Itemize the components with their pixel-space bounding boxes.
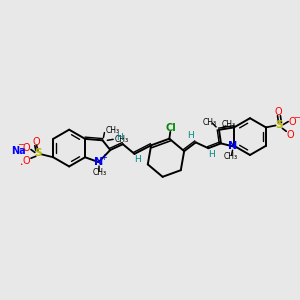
Text: S: S <box>276 121 283 130</box>
Text: −: − <box>17 140 24 149</box>
Text: CH₃: CH₃ <box>224 152 238 161</box>
Text: H: H <box>208 149 214 158</box>
Text: O: O <box>22 156 30 166</box>
Text: +: + <box>100 153 107 162</box>
Text: •: • <box>20 161 23 166</box>
Text: O: O <box>33 137 40 147</box>
Text: −: − <box>293 113 300 122</box>
Text: CH₃: CH₃ <box>115 135 129 144</box>
Text: CH₃: CH₃ <box>92 168 107 177</box>
Text: CH₃: CH₃ <box>222 121 236 130</box>
Text: Na: Na <box>11 146 26 157</box>
Text: H: H <box>134 155 141 164</box>
Text: H: H <box>188 131 194 140</box>
Text: N: N <box>228 141 237 151</box>
Text: O: O <box>288 117 296 127</box>
Text: CH₃: CH₃ <box>105 126 119 135</box>
Text: Cl: Cl <box>166 123 177 133</box>
Text: N: N <box>94 157 103 167</box>
Text: O: O <box>275 107 282 117</box>
Text: S: S <box>34 148 41 158</box>
Text: H: H <box>117 133 123 142</box>
Text: O: O <box>286 130 294 140</box>
Text: CH₃: CH₃ <box>202 118 216 127</box>
Text: O: O <box>22 142 30 153</box>
